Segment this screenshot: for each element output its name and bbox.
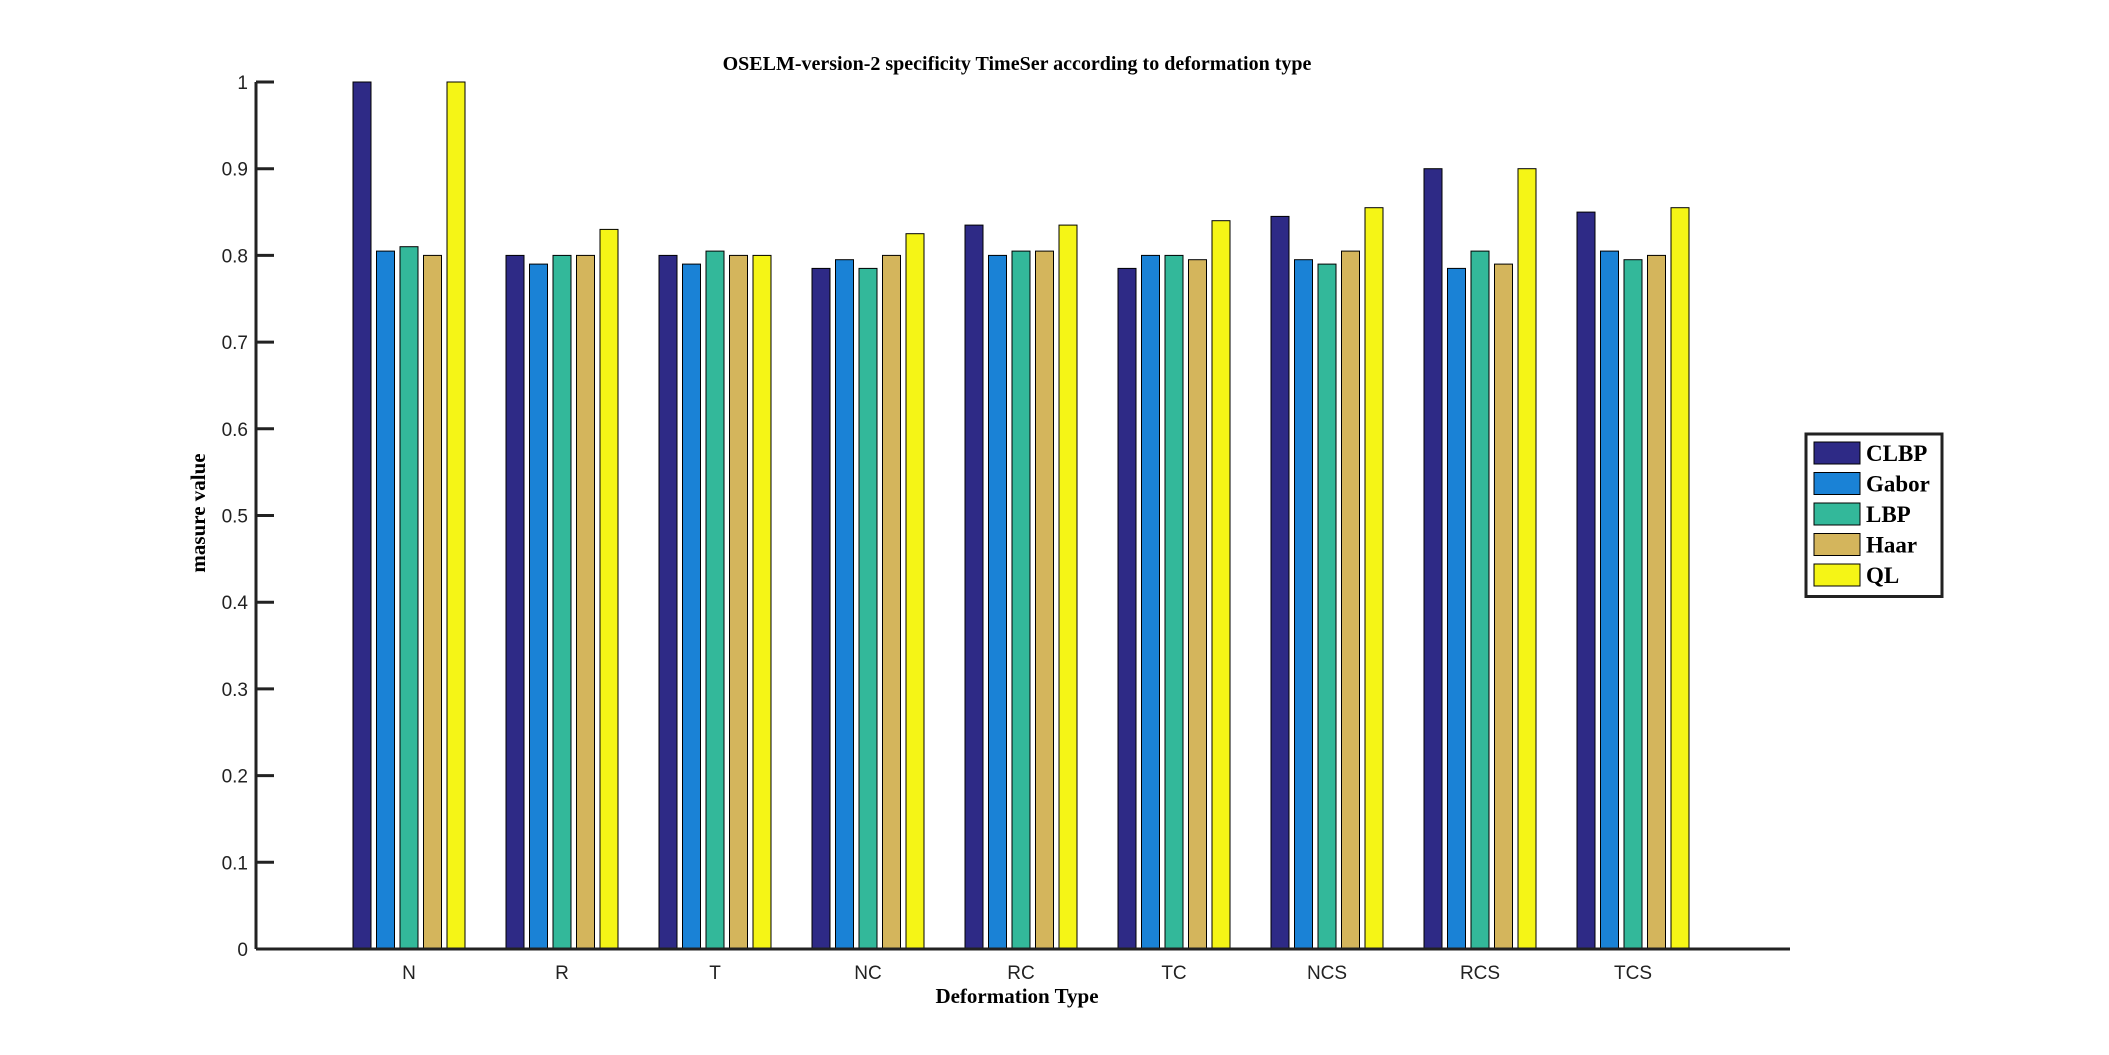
bar-haar-nc [882, 254, 901, 950]
legend-label-ql: QL [1866, 563, 1899, 588]
legend-swatch-gabor [1813, 472, 1861, 495]
y-tick-label: 0.9 [222, 160, 248, 181]
legend-swatch-lbp [1813, 502, 1861, 526]
bar-lbp-rc [1011, 250, 1031, 950]
bar-gabor-rcs [1447, 267, 1466, 950]
y-tick-label: 0.2 [222, 767, 248, 788]
legend-label-clbp: CLBP [1866, 441, 1927, 466]
chart-title: OSELM-version-2 specificity TimeSer acco… [723, 53, 1312, 75]
y-tick-label: 0.3 [222, 680, 248, 701]
bar-haar-t [729, 254, 748, 950]
bar-lbp-n [399, 246, 419, 950]
bar-ql-rcs [1517, 168, 1537, 950]
bar-ql-r [599, 228, 619, 950]
x-tick-label-tcs: TCS [1614, 963, 1652, 984]
y-tick-label: 0.7 [222, 333, 248, 354]
bar-lbp-tc [1164, 254, 1184, 950]
y-tick-label: 0.4 [222, 593, 249, 614]
x-tick-label-ncs: NCS [1307, 963, 1347, 984]
legend: CLBP Gabor LBP Haar QL [1804, 432, 1944, 598]
bar-clbp-r [505, 254, 525, 950]
bar-clbp-ncs [1270, 215, 1290, 950]
bar-ql-t [752, 254, 772, 950]
bar-clbp-t [658, 254, 678, 950]
bar-lbp-t [705, 250, 725, 950]
x-tick-label-n: N [402, 963, 416, 984]
legend-label-gabor: Gabor [1866, 472, 1930, 497]
bar-ql-ncs [1364, 207, 1384, 950]
y-tick-label: 0.6 [222, 420, 248, 441]
bar-lbp-r [552, 254, 572, 950]
y-tick-label: 0 [237, 940, 248, 961]
bar-clbp-rc [964, 224, 984, 950]
bar-lbp-rcs [1470, 250, 1490, 950]
bar-ql-nc [905, 233, 925, 950]
bar-clbp-tcs [1576, 211, 1596, 950]
bar-haar-tc [1188, 259, 1207, 950]
bar-lbp-tcs [1623, 259, 1643, 950]
legend-label-lbp: LBP [1866, 502, 1911, 527]
bar-haar-rc [1035, 250, 1054, 950]
legend-swatch-haar [1813, 533, 1861, 556]
bar-gabor-n [376, 250, 395, 950]
bar-gabor-tc [1141, 254, 1160, 950]
x-tick-label-t: T [709, 963, 721, 984]
y-tick-label: 0.8 [222, 246, 248, 267]
x-tick-label-rc: RC [1007, 963, 1034, 984]
bar-clbp-nc [811, 267, 831, 950]
bar-ql-tc [1211, 220, 1231, 950]
bar-ql-n [446, 81, 466, 950]
legend-swatch-clbp [1813, 441, 1861, 465]
x-tick-label-rcs: RCS [1460, 963, 1500, 984]
bar-clbp-n [352, 81, 372, 950]
x-tick-label-tc: TC [1161, 963, 1186, 984]
y-tick-label: 1 [237, 73, 248, 94]
x-tick-label-r: R [555, 963, 569, 984]
bar-lbp-nc [858, 267, 878, 950]
x-axis-label: Deformation Type [935, 984, 1098, 1008]
bar-gabor-r [529, 263, 548, 950]
legend-swatch-ql [1813, 563, 1861, 587]
bar-haar-n [423, 254, 442, 950]
bar-clbp-rcs [1423, 168, 1443, 950]
bar-ql-rc [1058, 224, 1078, 950]
y-tick-label: 0.5 [222, 507, 248, 528]
y-tick-label: 0.1 [222, 853, 248, 874]
y-axis-label: masure value [186, 453, 210, 572]
legend-label-haar: Haar [1866, 533, 1917, 558]
bar-haar-rcs [1494, 263, 1513, 950]
bar-gabor-rc [988, 254, 1007, 950]
bar-haar-r [576, 254, 595, 950]
bar-gabor-t [682, 263, 701, 950]
y-ticks-group: 0 0.1 0.2 0.3 0.4 0.5 0.6 0.7 0.8 0.9 1 [222, 73, 274, 961]
bar-clbp-tc [1117, 267, 1137, 950]
bar-haar-tcs [1647, 254, 1666, 950]
bar-ql-tcs [1670, 207, 1690, 950]
bar-lbp-ncs [1317, 263, 1337, 950]
bar-gabor-ncs [1294, 259, 1313, 950]
x-tick-label-nc: NC [854, 963, 881, 984]
bar-haar-ncs [1341, 250, 1360, 950]
bar-gabor-tcs [1600, 250, 1619, 950]
bar-gabor-nc [835, 259, 854, 950]
bars-group [352, 81, 1690, 950]
x-ticks-group: N R T NC RC TC NCS RCS TCS [402, 963, 1652, 984]
